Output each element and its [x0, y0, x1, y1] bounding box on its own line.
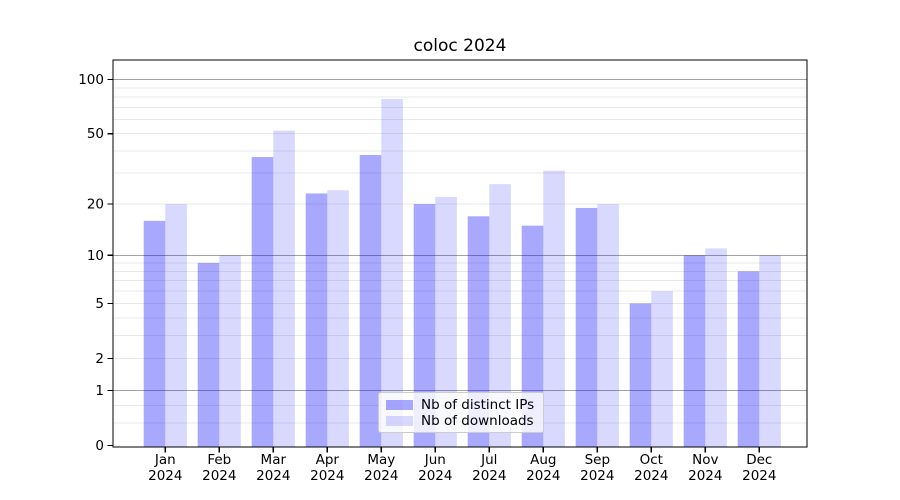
x-tick-label: Nov 2024: [688, 452, 722, 484]
chart-title: coloc 2024: [413, 36, 507, 56]
legend-swatch-distinct-ips: [386, 400, 413, 410]
x-tick-label: Sep 2024: [580, 452, 614, 484]
x-tick-label: Aug 2024: [526, 452, 560, 484]
y-tick-label: 1: [95, 383, 104, 399]
y-tick-label: 20: [87, 197, 104, 213]
bar-distinct-ips: [251, 157, 274, 447]
bar-downloads: [165, 204, 187, 447]
x-tick-label: Oct 2024: [634, 452, 668, 484]
bar-distinct-ips: [467, 216, 490, 447]
x-tick-label: Mar 2024: [256, 452, 290, 484]
bar-distinct-ips: [683, 255, 706, 447]
bar-downloads: [219, 255, 241, 447]
bar-distinct-ips: [629, 303, 652, 447]
bar-distinct-ips: [521, 225, 544, 447]
bar-downloads: [597, 204, 619, 447]
bar-downloads: [327, 190, 349, 447]
y-tick-label: 10: [87, 248, 104, 264]
y-tick-label: 5: [95, 296, 104, 312]
legend-swatch-downloads: [386, 416, 413, 426]
y-tick-label: 0: [95, 438, 104, 454]
y-tick-label: 100: [78, 72, 104, 88]
bar-downloads: [489, 184, 511, 447]
bar-downloads: [381, 99, 403, 448]
bar-distinct-ips: [197, 262, 220, 447]
legend-label-distinct-ips: Nb of distinct IPs: [421, 397, 535, 413]
bar-downloads: [543, 170, 565, 447]
bar-downloads: [759, 255, 781, 447]
bar-downloads: [435, 196, 457, 447]
legend-item-downloads: Nb of downloads: [386, 413, 536, 429]
x-tick-label: Jul 2024: [472, 452, 506, 484]
bar-distinct-ips: [359, 154, 382, 448]
bar-distinct-ips: [737, 271, 760, 447]
bar-downloads: [705, 248, 727, 447]
bar-distinct-ips: [305, 193, 328, 447]
x-tick-label: Dec 2024: [742, 452, 776, 484]
y-tick-label: 50: [87, 126, 104, 142]
bar-distinct-ips: [413, 204, 436, 447]
x-tick-label: Feb 2024: [202, 452, 236, 484]
bar-downloads: [651, 291, 673, 447]
y-tick-label: 2: [95, 351, 104, 367]
legend-label-downloads: Nb of downloads: [421, 413, 534, 429]
x-tick-label: Jun 2024: [418, 452, 452, 484]
bar-downloads: [273, 130, 295, 447]
x-tick-label: Apr 2024: [310, 452, 344, 484]
bar-distinct-ips: [575, 207, 598, 447]
legend-item-distinct-ips: Nb of distinct IPs: [386, 397, 536, 413]
x-tick-label: Jan 2024: [148, 452, 182, 484]
legend: Nb of distinct IPs Nb of downloads: [378, 392, 544, 433]
x-tick-label: May 2024: [364, 452, 398, 484]
bar-distinct-ips: [143, 220, 166, 447]
axis-frame: [112, 59, 808, 448]
